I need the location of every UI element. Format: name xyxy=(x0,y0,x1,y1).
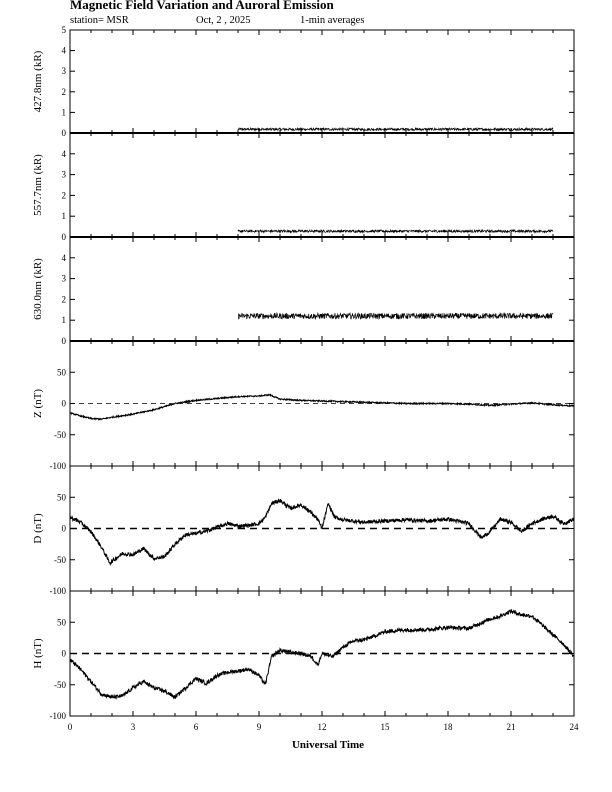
y-axis-label: 630.0nm (kR) xyxy=(32,258,44,320)
series-line xyxy=(69,609,575,701)
averaging-label: 1-min averages xyxy=(300,15,364,26)
x-axis-label: Universal Time xyxy=(292,739,364,751)
y-tick-label: 5 xyxy=(62,25,67,35)
panel-6300: 0 1 2 3 4 630.0nm (kR) xyxy=(32,236,575,346)
x-tick-label: 12 xyxy=(318,722,327,732)
y-tick-label: 50 xyxy=(57,617,67,627)
x-tick-label: 0 xyxy=(68,722,73,732)
panel-frame xyxy=(69,29,575,134)
y-axis-label: 557.7nm (kR) xyxy=(32,154,44,216)
y-tick-label: 50 xyxy=(57,367,67,377)
y-tick-label: 4 xyxy=(62,253,67,263)
x-tick-label: 24 xyxy=(570,722,580,732)
panel-5577: 0 1 2 3 4 557.7nm (kR) xyxy=(32,132,575,242)
station-label: station= MSR xyxy=(70,15,129,26)
panel-frame xyxy=(69,132,575,238)
y-axis-label: H (nT) xyxy=(32,638,44,669)
y-tick-label: 2 xyxy=(62,294,67,304)
y-tick-label: 4 xyxy=(62,149,67,159)
x-tick-label: 6 xyxy=(194,722,199,732)
y-tick-label: 2 xyxy=(62,190,67,200)
y-axis-label: Z (nT) xyxy=(32,389,44,418)
y-tick-label: 3 xyxy=(62,170,67,180)
y-axis-label: 427.8nm (kR) xyxy=(32,50,44,112)
y-tick-label: -100 xyxy=(50,586,67,596)
series-line xyxy=(69,393,575,421)
y-tick-label: 1 xyxy=(62,211,67,221)
x-tick-label: 3 xyxy=(131,722,136,732)
y-tick-label: 0 xyxy=(62,336,67,346)
y-tick-label: 0 xyxy=(62,649,67,659)
y-tick-label: -50 xyxy=(54,680,66,690)
y-tick-label: 50 xyxy=(57,492,67,502)
y-tick-label: 0 xyxy=(62,128,67,138)
panel-h: -100 -50 0 50 H (nT) xyxy=(32,590,575,721)
y-tick-label: 2 xyxy=(62,87,67,97)
y-tick-label: -50 xyxy=(54,555,66,565)
y-tick-label: 0 xyxy=(62,232,67,242)
y-axis-label: D (nT) xyxy=(32,513,44,544)
series-line xyxy=(237,126,554,132)
x-tick-label: 18 xyxy=(444,722,454,732)
panel-4278: 0 1 2 3 4 5 427.8nm (kR) xyxy=(32,25,575,138)
panel-frame xyxy=(69,236,575,342)
y-tick-label: -100 xyxy=(50,711,67,721)
y-tick-label: 0 xyxy=(62,524,67,534)
x-tick-label: 21 xyxy=(507,722,516,732)
series-line xyxy=(237,228,554,234)
y-tick-label: 1 xyxy=(62,107,67,117)
chart-title: Magnetic Field Variation and Auroral Emi… xyxy=(70,0,335,12)
panel-d: -100 -50 0 50 D (nT) xyxy=(32,465,575,596)
y-tick-label: 1 xyxy=(62,315,67,325)
y-tick-label: 4 xyxy=(62,46,67,56)
x-tick-label: 9 xyxy=(257,722,262,732)
y-tick-label: 0 xyxy=(62,399,67,409)
series-line xyxy=(69,498,575,567)
y-tick-label: -50 xyxy=(54,430,66,440)
date-label: Oct, 2 , 2025 xyxy=(196,15,251,26)
series-line xyxy=(237,311,554,321)
y-tick-label: 3 xyxy=(62,66,67,76)
x-tick-label: 15 xyxy=(381,722,391,732)
y-tick-label: 3 xyxy=(62,274,67,284)
y-tick-label: -100 xyxy=(50,461,67,471)
panel-z: -100 -50 0 50 Z (nT) xyxy=(32,340,575,471)
